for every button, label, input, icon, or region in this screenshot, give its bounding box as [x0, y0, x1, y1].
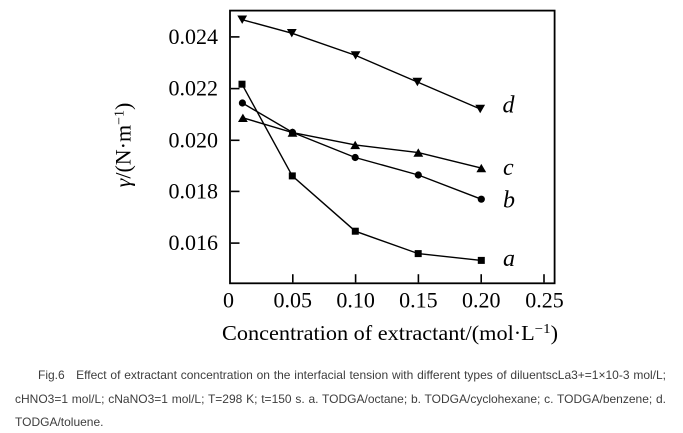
svg-text:γ/(N·m−1): γ/(N·m−1) [111, 103, 136, 188]
svg-text:0.10: 0.10 [336, 288, 375, 313]
svg-text:Concentration of extractant/(m: Concentration of extractant/(mol·L −1) [222, 321, 558, 345]
svg-text:0.05: 0.05 [274, 288, 313, 313]
svg-text:0.25: 0.25 [525, 288, 564, 313]
svg-text:a: a [503, 246, 515, 272]
svg-text:0: 0 [223, 288, 234, 313]
svg-text:0.022: 0.022 [169, 76, 219, 101]
svg-text:0.15: 0.15 [399, 288, 438, 313]
svg-text:0.016: 0.016 [169, 230, 219, 255]
svg-text:d: d [503, 92, 516, 118]
svg-text:0.20: 0.20 [462, 288, 501, 313]
svg-text:0.024: 0.024 [169, 24, 219, 49]
svg-text:b: b [503, 188, 515, 214]
svg-text:c: c [503, 155, 514, 181]
svg-text:0.020: 0.020 [169, 127, 219, 152]
svg-text:0.018: 0.018 [169, 179, 219, 204]
